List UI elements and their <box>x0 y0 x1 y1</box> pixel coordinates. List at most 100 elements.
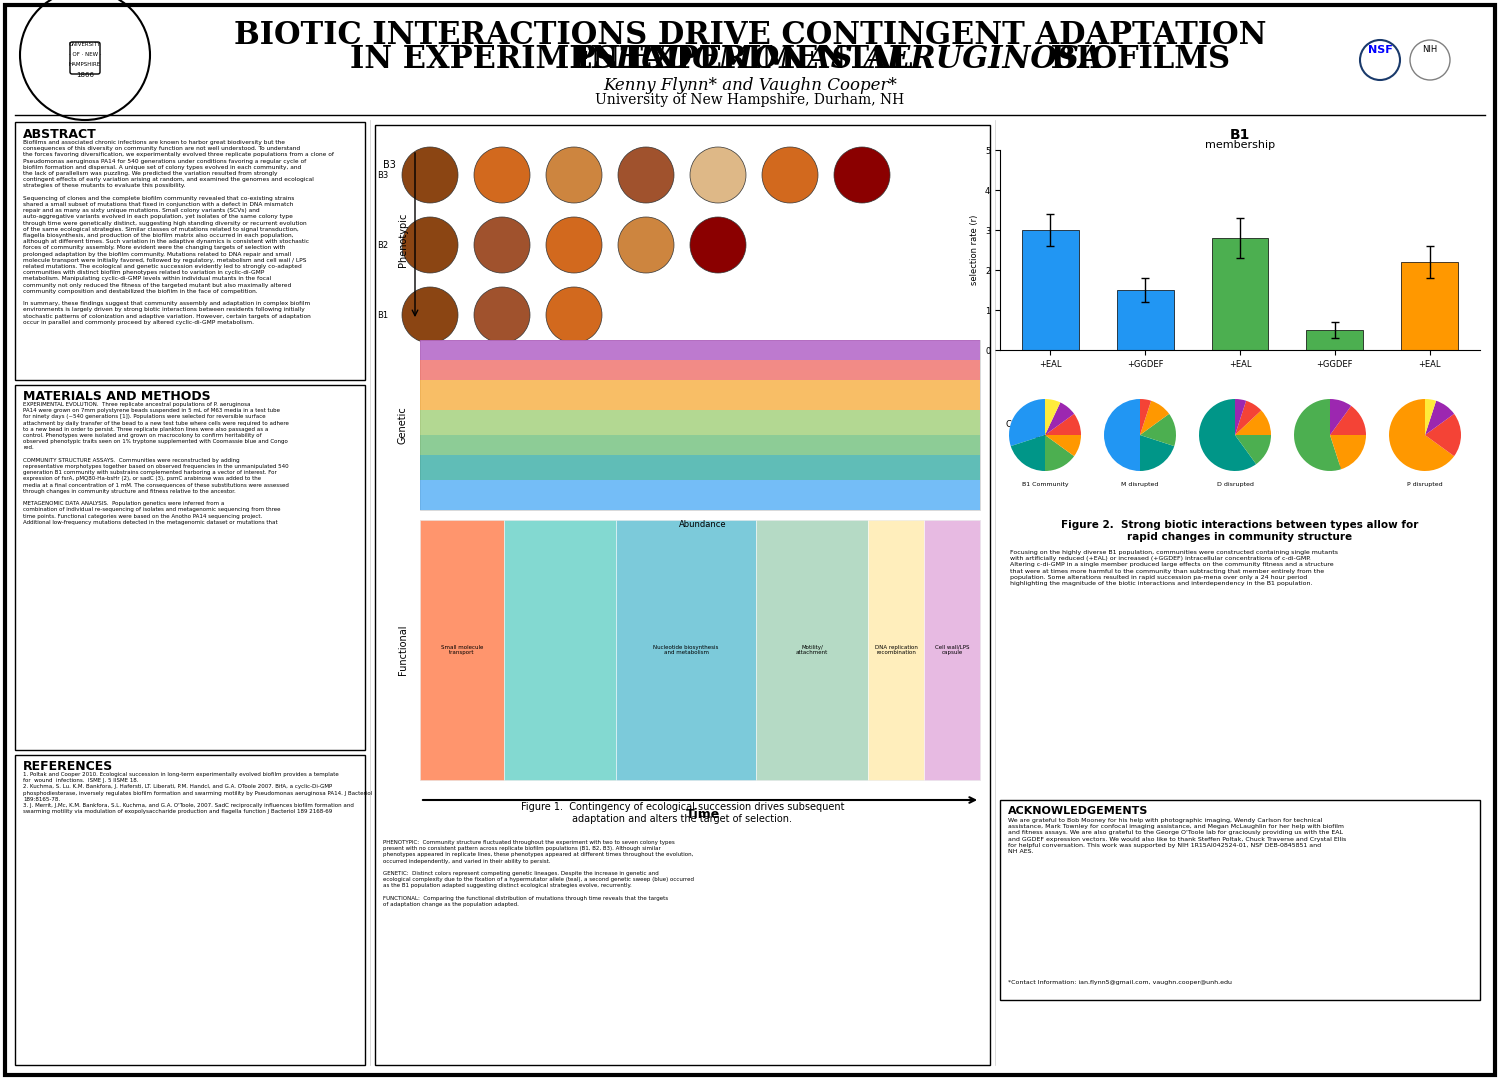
Text: Poseidon: Poseidon <box>1338 202 1362 207</box>
Circle shape <box>474 217 530 273</box>
Text: B3: B3 <box>382 160 396 170</box>
Bar <box>420 360 980 380</box>
Text: ABSTRACT: ABSTRACT <box>22 129 96 141</box>
Text: +EAL: +EAL <box>1227 464 1244 469</box>
Circle shape <box>1328 153 1372 197</box>
Bar <box>15 122 364 380</box>
Bar <box>756 519 868 780</box>
Text: +GGDEF: +GGDEF <box>1126 464 1154 469</box>
Text: +EAL: +EAL <box>1036 464 1053 469</box>
Text: Small molecule
transport: Small molecule transport <box>441 645 483 656</box>
Circle shape <box>402 147 457 203</box>
Bar <box>1401 262 1458 350</box>
Text: 1866: 1866 <box>76 72 94 78</box>
Circle shape <box>1264 153 1310 197</box>
Text: B1: B1 <box>1230 129 1250 141</box>
Circle shape <box>1013 153 1058 197</box>
Text: B1: B1 <box>378 311 388 320</box>
Text: Apo a: Apo a <box>1028 202 1042 207</box>
Wedge shape <box>1234 410 1270 435</box>
Bar <box>15 384 364 750</box>
Text: PHENOTYPIC:  Community structure fluctuated throughout the experiment with two t: PHENOTYPIC: Community structure fluctuat… <box>382 840 694 907</box>
Text: HAMPSHIRE: HAMPSHIRE <box>69 63 100 67</box>
Bar <box>1212 238 1269 350</box>
Text: UNIVERSITY: UNIVERSITY <box>69 42 100 48</box>
Wedge shape <box>1330 435 1366 469</box>
Wedge shape <box>1330 406 1366 435</box>
Wedge shape <box>1389 399 1454 471</box>
Text: PSEUDOMONAS AERUGINOSA: PSEUDOMONAS AERUGINOSA <box>572 44 1104 76</box>
Wedge shape <box>1234 401 1262 435</box>
Bar <box>420 340 980 360</box>
Text: Nucleotide biosynthesis
and metabolism: Nucleotide biosynthesis and metabolism <box>654 645 718 656</box>
Bar <box>1306 330 1364 350</box>
Circle shape <box>618 147 674 203</box>
Text: Community
structure: Community structure <box>1005 420 1054 440</box>
Text: Demiser: Demiser <box>1086 202 1110 207</box>
Circle shape <box>690 147 746 203</box>
Bar <box>420 435 980 455</box>
Circle shape <box>762 147 818 203</box>
Bar <box>420 480 980 510</box>
Text: ACKNOWLEDGEMENTS: ACKNOWLEDGEMENTS <box>1008 806 1149 816</box>
Text: M disrupted: M disrupted <box>1122 482 1158 487</box>
Wedge shape <box>1234 435 1270 464</box>
Text: +GGDEF: +GGDEF <box>1317 464 1344 469</box>
Text: DNA replication
recombination: DNA replication recombination <box>874 645 918 656</box>
Circle shape <box>690 217 746 273</box>
Wedge shape <box>1104 399 1140 471</box>
Bar <box>1116 291 1173 350</box>
Text: NIH: NIH <box>1422 45 1437 54</box>
Bar <box>420 410 980 435</box>
Text: Abundance: Abundance <box>678 519 726 529</box>
Text: MATERIALS AND METHODS: MATERIALS AND METHODS <box>22 390 210 403</box>
Wedge shape <box>1046 435 1082 456</box>
Text: EXPERIMENTAL EVOLUTION.  Three replicate ancestral populations of P. aeruginosa
: EXPERIMENTAL EVOLUTION. Three replicate … <box>22 402 290 525</box>
Wedge shape <box>1425 399 1436 435</box>
Circle shape <box>402 217 457 273</box>
Text: B2: B2 <box>378 241 388 249</box>
Circle shape <box>1390 153 1435 197</box>
Y-axis label: selection rate (r): selection rate (r) <box>970 215 980 285</box>
Text: Kenny Flynn* and Vaughn Cooper*: Kenny Flynn* and Vaughn Cooper* <box>603 77 897 94</box>
Text: D disrupted: D disrupted <box>1216 482 1254 487</box>
Text: Hera: Hera <box>1155 202 1167 207</box>
Text: *Contact Information: ian.flynn5@gmail.com, vaughn.cooper@unh.edu: *Contact Information: ian.flynn5@gmail.c… <box>1008 980 1232 985</box>
Text: Genetic: Genetic <box>398 406 408 444</box>
Text: Olympus: Olympus <box>1275 202 1299 207</box>
Bar <box>616 519 756 780</box>
Text: Biofilms and associated chronic infections are known to harbor great biodiversit: Biofilms and associated chronic infectio… <box>22 140 334 325</box>
Bar <box>420 519 504 780</box>
Circle shape <box>546 287 602 343</box>
Text: IN EXPERIMENTAL: IN EXPERIMENTAL <box>350 44 698 76</box>
Circle shape <box>402 287 457 343</box>
Circle shape <box>474 147 530 203</box>
Wedge shape <box>1140 414 1176 446</box>
Text: Phenotypic: Phenotypic <box>398 213 408 267</box>
Bar <box>504 519 616 780</box>
Wedge shape <box>1011 435 1046 471</box>
Text: 1. Poltak and Cooper 2010. Ecological succession in long-term experimentally evo: 1. Poltak and Cooper 2010. Ecological su… <box>22 772 372 814</box>
Text: Functional: Functional <box>398 624 408 675</box>
Bar <box>420 380 980 410</box>
Circle shape <box>546 217 602 273</box>
Wedge shape <box>1046 414 1082 435</box>
Text: Focusing on the highly diverse B1 population, communities were constructed conta: Focusing on the highly diverse B1 popula… <box>1010 550 1338 586</box>
Bar <box>15 755 364 1065</box>
Text: Cell wall/LPS
capsule: Cell wall/LPS capsule <box>934 645 969 656</box>
Wedge shape <box>1140 435 1174 471</box>
Text: B1 Community: B1 Community <box>1022 482 1068 487</box>
Wedge shape <box>1330 399 1352 435</box>
Text: B3: B3 <box>378 171 388 179</box>
Wedge shape <box>1140 401 1168 435</box>
Wedge shape <box>1046 435 1074 471</box>
Text: IN EXPERIMENTAL: IN EXPERIMENTAL <box>576 44 924 76</box>
Text: BIOTIC INTERACTIONS DRIVE CONTINGENT ADAPTATION: BIOTIC INTERACTIONS DRIVE CONTINGENT ADA… <box>234 19 1266 51</box>
Text: +EAL: +EAL <box>1416 464 1434 469</box>
Bar <box>1000 800 1480 1000</box>
Circle shape <box>1076 153 1120 197</box>
Wedge shape <box>1425 414 1461 456</box>
Text: · OF · NEW ·: · OF · NEW · <box>69 53 102 57</box>
Wedge shape <box>1198 399 1256 471</box>
Text: BIOFILMS: BIOFILMS <box>1040 44 1230 76</box>
